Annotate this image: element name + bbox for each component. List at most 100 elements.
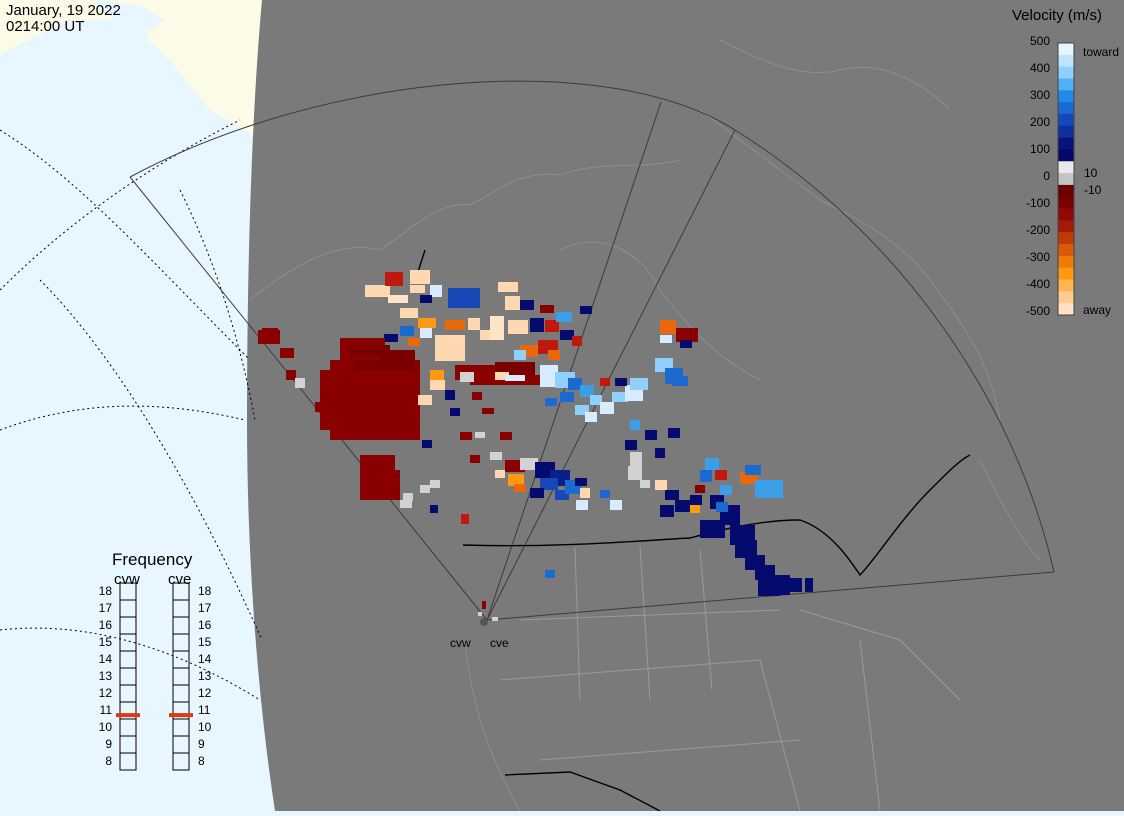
colorbar-tick-label: 200 xyxy=(1030,115,1050,129)
colorbar-swatch xyxy=(1058,291,1074,304)
velocity-cell xyxy=(575,405,589,415)
frequency-tick-label: 9 xyxy=(198,737,205,751)
colorbar-swatch xyxy=(1058,149,1074,162)
velocity-cell xyxy=(295,378,305,388)
velocity-cell xyxy=(545,570,555,578)
velocity-cell xyxy=(286,370,296,380)
colorbar-tick-label: -500 xyxy=(1026,304,1050,318)
velocity-cell xyxy=(556,312,572,322)
daylit-water xyxy=(95,0,165,30)
colorbar-swatch xyxy=(1058,125,1074,139)
velocity-cell xyxy=(350,345,390,355)
velocity-cell xyxy=(320,370,360,430)
daylit-land xyxy=(0,0,262,140)
velocity-cell xyxy=(580,488,590,498)
velocity-cell xyxy=(472,392,482,400)
velocity-cell xyxy=(365,285,390,297)
frequency-tick-label: 11 xyxy=(198,703,211,717)
velocity-colorbar: Velocity (m/s) 500400300200100100-10-100… xyxy=(1012,7,1119,318)
velocity-cell xyxy=(445,320,465,330)
colorbar-swatch xyxy=(1058,184,1074,198)
colorbar-title: Velocity (m/s) xyxy=(1012,7,1102,24)
velocity-cell xyxy=(400,500,412,508)
colorbar-tick-label: 400 xyxy=(1030,61,1050,75)
velocity-cell xyxy=(672,376,688,386)
colorbar-swatch xyxy=(1058,267,1074,281)
velocity-cell xyxy=(590,395,602,405)
frequency-tick-label: 14 xyxy=(99,652,113,666)
velocity-cell xyxy=(470,455,480,463)
velocity-cell xyxy=(630,420,640,430)
colorbar-swatches xyxy=(1058,43,1074,316)
velocity-cell xyxy=(450,408,460,416)
velocity-cell xyxy=(770,575,790,595)
velocity-cell xyxy=(430,505,438,513)
velocity-cell xyxy=(400,326,414,336)
frequency-tick-label: 17 xyxy=(99,601,113,615)
graticule xyxy=(0,119,263,701)
frequency-title: Frequency xyxy=(112,550,193,569)
velocity-cell xyxy=(408,338,420,346)
velocity-cell xyxy=(545,320,559,332)
frequency-tick-label: 13 xyxy=(99,669,113,683)
frequency-tick-label: 12 xyxy=(99,686,113,700)
velocity-cell xyxy=(490,452,502,460)
colorbar-tick-label: -400 xyxy=(1026,277,1050,291)
velocity-cell xyxy=(630,452,642,466)
velocity-cell xyxy=(520,300,534,310)
velocity-cell xyxy=(675,500,691,512)
colorbar-tick-label: 0 xyxy=(1043,169,1050,183)
velocity-cell xyxy=(445,390,455,400)
velocity-cell xyxy=(568,378,582,390)
colorbar-tick-label: 500 xyxy=(1030,34,1050,48)
velocity-cell xyxy=(400,308,418,318)
velocity-cell xyxy=(716,502,728,512)
radar-label-west: cvw xyxy=(450,636,471,650)
colorbar-tick-label: -100 xyxy=(1026,196,1050,210)
velocity-cell xyxy=(448,288,468,308)
velocity-cell xyxy=(676,328,698,342)
frequency-tick-label: 9 xyxy=(105,737,112,751)
frequency-tick-label: 15 xyxy=(198,635,212,649)
radar-site-marker xyxy=(480,618,488,626)
frequency-tick-label: 10 xyxy=(99,720,113,734)
velocity-cell xyxy=(495,372,509,380)
velocity-cell xyxy=(478,612,482,616)
velocity-cell xyxy=(745,465,761,475)
velocity-cell xyxy=(498,282,518,292)
velocity-cell xyxy=(600,490,610,498)
velocity-cells xyxy=(258,270,813,621)
velocity-cell xyxy=(645,430,657,440)
velocity-cell xyxy=(420,328,432,338)
velocity-cell xyxy=(410,270,430,284)
velocity-cell xyxy=(660,320,676,334)
velocity-cell xyxy=(403,493,413,501)
velocity-cell xyxy=(430,380,445,390)
radar-label-east: cve xyxy=(490,636,509,650)
velocity-cell xyxy=(665,490,679,500)
velocity-cell xyxy=(280,348,294,358)
velocity-cell xyxy=(755,480,783,498)
velocity-cell xyxy=(466,288,480,308)
velocity-cell xyxy=(545,398,557,406)
velocity-cell xyxy=(530,488,544,498)
colorbar-swatch xyxy=(1058,43,1074,56)
colorbar-swatch xyxy=(1058,66,1074,79)
velocity-cell xyxy=(700,470,712,482)
velocity-cell xyxy=(612,392,628,402)
frequency-tick-label: 17 xyxy=(198,601,212,615)
velocity-cell xyxy=(490,316,504,340)
velocity-cell xyxy=(600,378,610,386)
velocity-cell xyxy=(805,578,813,592)
velocity-cell xyxy=(660,335,672,343)
velocity-cell xyxy=(482,408,494,414)
velocity-cell xyxy=(640,480,650,488)
frequency-col-cve: cve xyxy=(168,571,191,588)
velocity-cell xyxy=(560,330,574,340)
colorbar-ticks: 500400300200100100-10-100-200-300-400-50… xyxy=(1026,34,1102,318)
colorbar-swatch xyxy=(1058,102,1074,115)
colorbar-swatch xyxy=(1058,232,1074,245)
velocity-cell xyxy=(520,458,538,470)
colorbar-swatch xyxy=(1058,244,1074,257)
